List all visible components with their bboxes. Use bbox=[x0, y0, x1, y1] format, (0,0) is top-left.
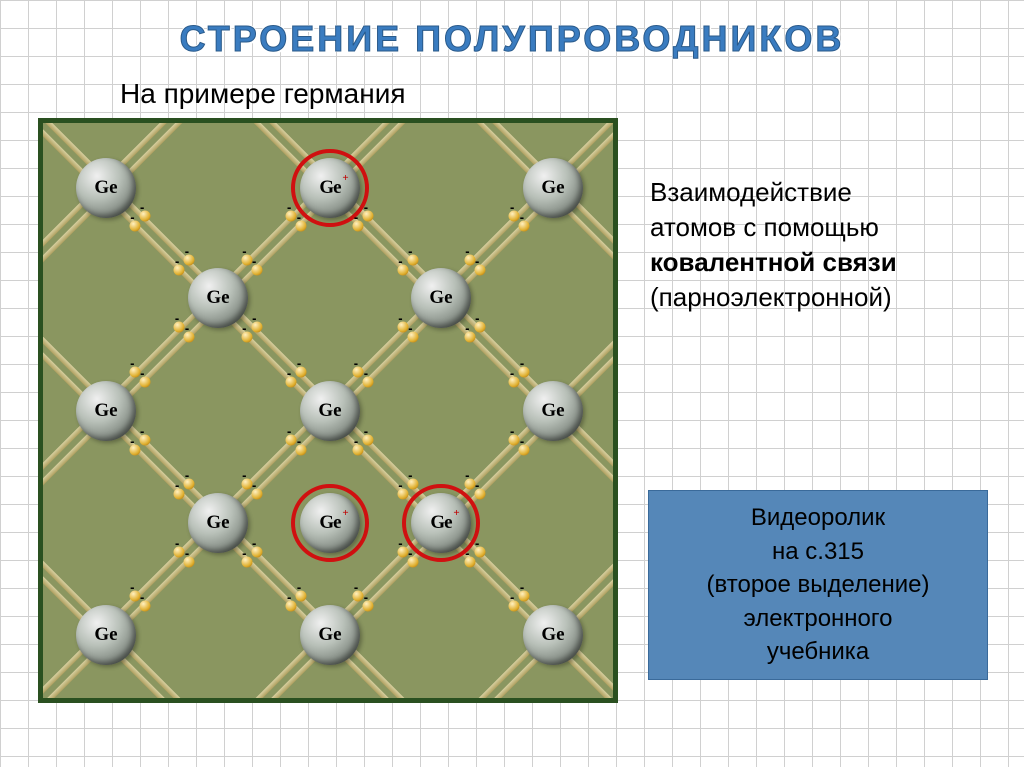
electron bbox=[353, 367, 364, 378]
electron bbox=[251, 546, 262, 557]
electron bbox=[407, 479, 418, 490]
electron bbox=[129, 444, 140, 455]
electron bbox=[184, 479, 195, 490]
electron bbox=[241, 479, 252, 490]
electron bbox=[353, 220, 364, 231]
desc-line: атомов с помощью bbox=[650, 212, 879, 242]
vb-line: электронного bbox=[744, 605, 893, 632]
electron bbox=[397, 264, 408, 275]
electron bbox=[184, 255, 195, 266]
germanium-ion: Ge+ bbox=[300, 493, 360, 553]
vb-line: Видеоролик bbox=[751, 504, 885, 531]
electron bbox=[509, 601, 520, 612]
electron bbox=[296, 591, 307, 602]
electron bbox=[474, 546, 485, 557]
electron bbox=[464, 255, 475, 266]
electron bbox=[251, 264, 262, 275]
germanium-atom: Ge bbox=[76, 381, 136, 441]
electron bbox=[129, 220, 140, 231]
germanium-atom: Ge bbox=[300, 605, 360, 665]
electron bbox=[286, 211, 297, 222]
electron bbox=[184, 556, 195, 567]
desc-line: Взаимодействие bbox=[650, 177, 852, 207]
electron bbox=[474, 321, 485, 332]
electron bbox=[464, 556, 475, 567]
electron bbox=[509, 377, 520, 388]
electron bbox=[397, 321, 408, 332]
electron bbox=[296, 444, 307, 455]
electron bbox=[286, 601, 297, 612]
germanium-atom: Ge bbox=[188, 268, 248, 328]
germanium-atom: Ge bbox=[411, 268, 471, 328]
electron bbox=[509, 211, 520, 222]
germanium-atom: Ge bbox=[523, 158, 583, 218]
electron bbox=[184, 331, 195, 342]
electron bbox=[464, 479, 475, 490]
desc-bold: ковалентной связи bbox=[650, 247, 897, 277]
electron bbox=[139, 377, 150, 388]
electron bbox=[174, 546, 185, 557]
description-text: Взаимодействие атомов с помощью ковалент… bbox=[650, 175, 1000, 315]
lattice-diagram: Ge Ge+ Ge Ge Ge Ge Ge Ge Ge Ge+ Ge+ Ge Ge Ge bbox=[38, 118, 618, 703]
electron bbox=[474, 489, 485, 500]
electron bbox=[174, 489, 185, 500]
electron bbox=[519, 444, 530, 455]
electron bbox=[407, 331, 418, 342]
germanium-ion: Ge+ bbox=[411, 493, 471, 553]
electron bbox=[464, 331, 475, 342]
electron bbox=[139, 434, 150, 445]
electron bbox=[174, 264, 185, 275]
electron bbox=[407, 556, 418, 567]
electron bbox=[129, 591, 140, 602]
vb-line: учебника bbox=[767, 638, 869, 665]
electron bbox=[363, 601, 374, 612]
germanium-atom: Ge bbox=[188, 493, 248, 553]
electron bbox=[363, 434, 374, 445]
electron bbox=[251, 489, 262, 500]
subtitle: На примере германия bbox=[120, 78, 406, 110]
germanium-ion: Ge+ bbox=[300, 158, 360, 218]
electron bbox=[353, 444, 364, 455]
vb-line: (второе выделение) bbox=[707, 571, 930, 598]
electron bbox=[251, 321, 262, 332]
electron bbox=[474, 264, 485, 275]
electron bbox=[241, 556, 252, 567]
desc-line: (парноэлектронной) bbox=[650, 282, 892, 312]
electron bbox=[519, 367, 530, 378]
germanium-atom: Ge bbox=[76, 605, 136, 665]
electron bbox=[353, 591, 364, 602]
electron bbox=[363, 377, 374, 388]
electron bbox=[286, 434, 297, 445]
germanium-atom: Ge bbox=[523, 605, 583, 665]
electron bbox=[139, 601, 150, 612]
electron bbox=[286, 377, 297, 388]
electron bbox=[397, 546, 408, 557]
electron bbox=[174, 321, 185, 332]
electron bbox=[296, 220, 307, 231]
electron bbox=[407, 255, 418, 266]
electron bbox=[363, 211, 374, 222]
electron bbox=[509, 434, 520, 445]
germanium-atom: Ge bbox=[76, 158, 136, 218]
page-title: СТРОЕНИЕ ПОЛУПРОВОДНИКОВ bbox=[180, 18, 845, 60]
germanium-atom: Ge bbox=[300, 381, 360, 441]
electron bbox=[241, 255, 252, 266]
electron bbox=[139, 211, 150, 222]
electron bbox=[519, 591, 530, 602]
electron bbox=[397, 489, 408, 500]
electron bbox=[519, 220, 530, 231]
electron bbox=[241, 331, 252, 342]
vb-line: на с.315 bbox=[772, 538, 864, 565]
germanium-atom: Ge bbox=[523, 381, 583, 441]
electron bbox=[296, 367, 307, 378]
video-reference-box: Видеоролик на с.315 (второе выделение) э… bbox=[648, 490, 988, 680]
electron bbox=[129, 367, 140, 378]
